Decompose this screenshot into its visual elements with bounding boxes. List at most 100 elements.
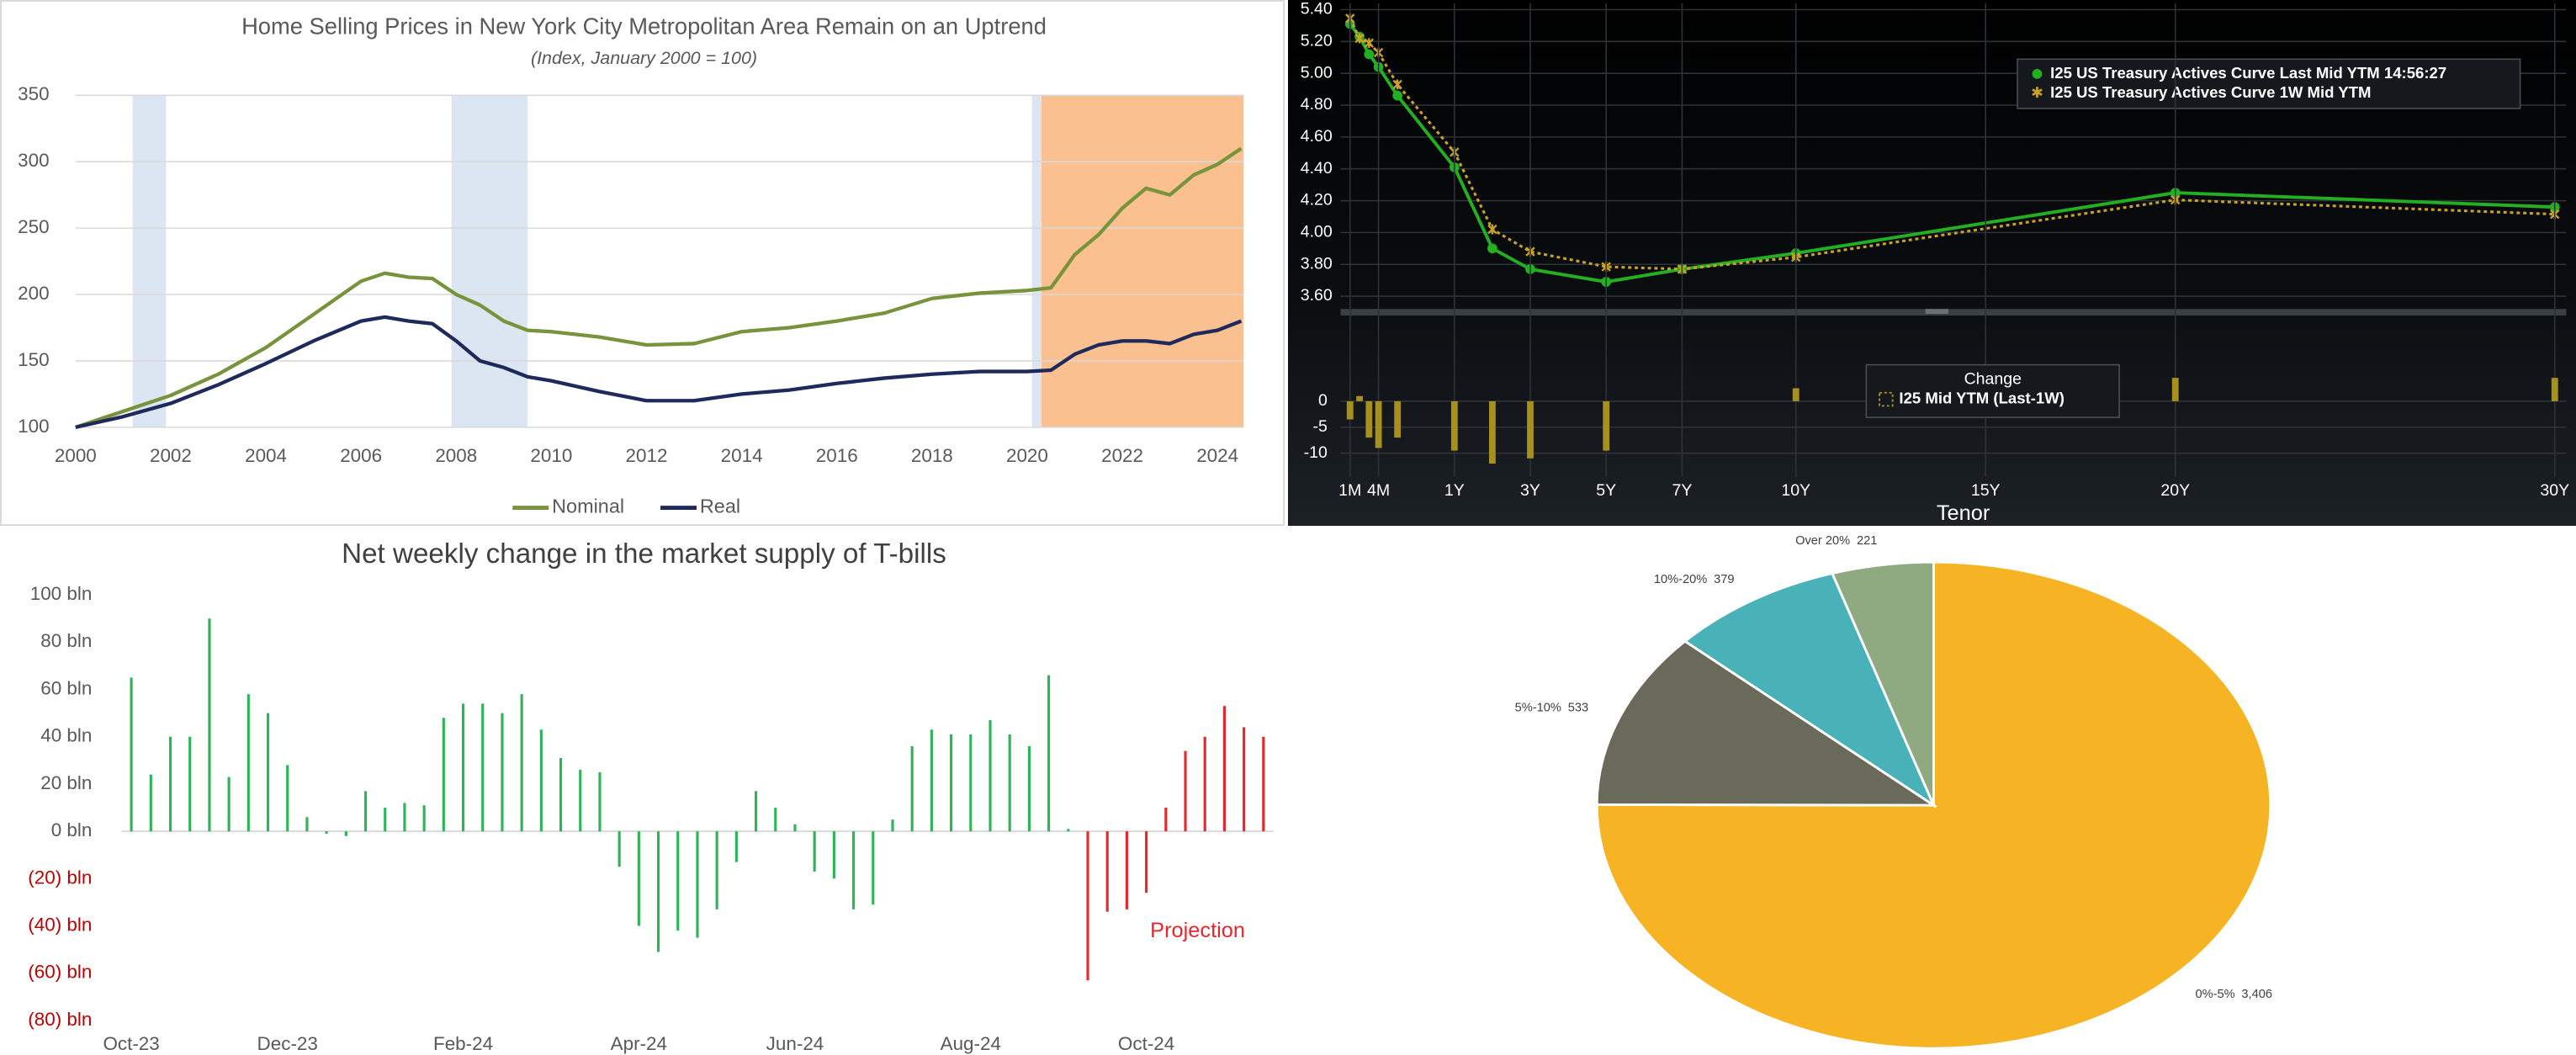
y-tick-label: 80 bln <box>40 630 92 651</box>
data-label: 0%-5% 3,406 <box>2195 988 2272 1001</box>
legend-box <box>1865 363 2120 418</box>
bar <box>208 618 211 832</box>
bar <box>266 713 270 832</box>
slice-value: 533 <box>1568 702 1588 715</box>
x-tick-label: 2010 <box>530 445 572 466</box>
y-tick-label: 60 bln <box>40 677 92 698</box>
y-tick-label: 5.40 <box>1301 0 1333 19</box>
bar <box>793 824 797 832</box>
shaded-range <box>1041 95 1244 427</box>
line-series <box>75 315 1243 429</box>
bar <box>481 703 485 832</box>
bar <box>1222 706 1226 832</box>
pie-slice <box>1830 560 1935 806</box>
bar <box>130 677 133 832</box>
bar <box>598 771 602 832</box>
bar <box>1203 736 1206 832</box>
bar <box>1105 831 1109 912</box>
y-tick-label: 4.60 <box>1301 127 1333 146</box>
x-tick-label: 2002 <box>150 445 192 466</box>
bar <box>969 734 973 832</box>
x-tick-label: Oct-23 <box>103 1033 159 1054</box>
bar <box>891 819 894 832</box>
x-tick-label: Aug-24 <box>941 1033 1001 1054</box>
shaded-range <box>451 95 528 427</box>
y-tick-label: 40 bln <box>40 725 92 746</box>
annotation: Projection <box>1150 919 1245 942</box>
bar <box>1184 750 1187 832</box>
legend-title: Change <box>1964 369 2022 388</box>
y-tick-label: 350 <box>18 83 49 104</box>
slice-value: 221 <box>1857 534 1877 548</box>
bar <box>1375 400 1382 448</box>
bar <box>1394 400 1402 438</box>
divider-handle <box>1925 309 1949 315</box>
y-tick-label: 150 <box>18 349 49 370</box>
pie-slice <box>1683 571 1937 809</box>
legend-box <box>2017 58 2521 109</box>
bar <box>403 803 406 832</box>
bar <box>539 729 543 832</box>
chart-title: Home Selling Prices in New York City Met… <box>241 13 1047 39</box>
bar <box>1346 400 1354 420</box>
bar <box>1164 808 1168 832</box>
bar <box>168 736 172 832</box>
bar <box>384 808 387 832</box>
x-tick-label: 2014 <box>721 445 763 466</box>
y-tick-label: -10 <box>1304 443 1328 462</box>
x-tick-label: 5Y <box>1596 481 1616 500</box>
slice-category: 0%-5% <box>2195 988 2234 1001</box>
bar <box>1603 400 1610 451</box>
x-tick-label: 2020 <box>1006 445 1048 466</box>
bar <box>2551 378 2558 401</box>
panel-tbills <box>0 528 1285 1055</box>
bar <box>461 703 465 832</box>
shaded-range <box>1031 95 1042 427</box>
line-series <box>75 146 1243 429</box>
legend-label: I25 US Treasury Actives Curve Last Mid Y… <box>2050 64 2446 82</box>
y-tick-label: (80) bln <box>28 1009 92 1030</box>
x-axis-label: Tenor <box>1937 501 1990 525</box>
bar <box>363 791 368 832</box>
bar <box>227 777 231 832</box>
y-tick-label: 0 <box>1318 391 1328 410</box>
legend-label: I25 Mid YTM (Last-1W) <box>1899 390 2064 407</box>
bar <box>1356 395 1363 401</box>
x-tick-label: 1Y <box>1444 481 1465 500</box>
y-tick-label: 5.20 <box>1301 31 1333 50</box>
bar <box>676 831 680 931</box>
bar <box>930 729 933 832</box>
y-tick-label: (60) bln <box>28 962 92 983</box>
bar <box>1067 829 1070 832</box>
bar <box>774 808 777 832</box>
panel-divider <box>1340 309 2567 316</box>
bar <box>1008 734 1011 832</box>
bar <box>501 713 504 832</box>
bar <box>325 831 328 834</box>
bar <box>872 831 875 905</box>
bar <box>910 745 914 832</box>
slice-value: 3,406 <box>2241 988 2272 1001</box>
legend-swatch: ✱ <box>2031 84 2043 101</box>
y-tick-label: 200 <box>18 283 49 304</box>
y-tick-label: 0 bln <box>51 819 93 840</box>
bar <box>1243 727 1246 832</box>
y-tick-label: 4.40 <box>1301 159 1333 178</box>
x-tick-label: 2000 <box>55 445 97 466</box>
data-label: 10%-20% 379 <box>1654 573 1735 586</box>
bar <box>832 831 835 879</box>
x-tick-label: 30Y <box>2540 481 2569 500</box>
marker <box>1364 38 1375 49</box>
x-tick-label: 2012 <box>626 445 668 466</box>
marker <box>1392 79 1402 90</box>
legend-label: Real <box>700 496 740 517</box>
bar <box>950 734 953 832</box>
bar <box>1488 400 1496 464</box>
x-tick-label: 20Y <box>2160 481 2190 500</box>
slice-category: Over 20% <box>1795 534 1850 548</box>
bar <box>617 831 621 867</box>
bar <box>579 770 582 832</box>
bar <box>1027 745 1031 832</box>
y-tick-label: 4.20 <box>1301 191 1333 209</box>
